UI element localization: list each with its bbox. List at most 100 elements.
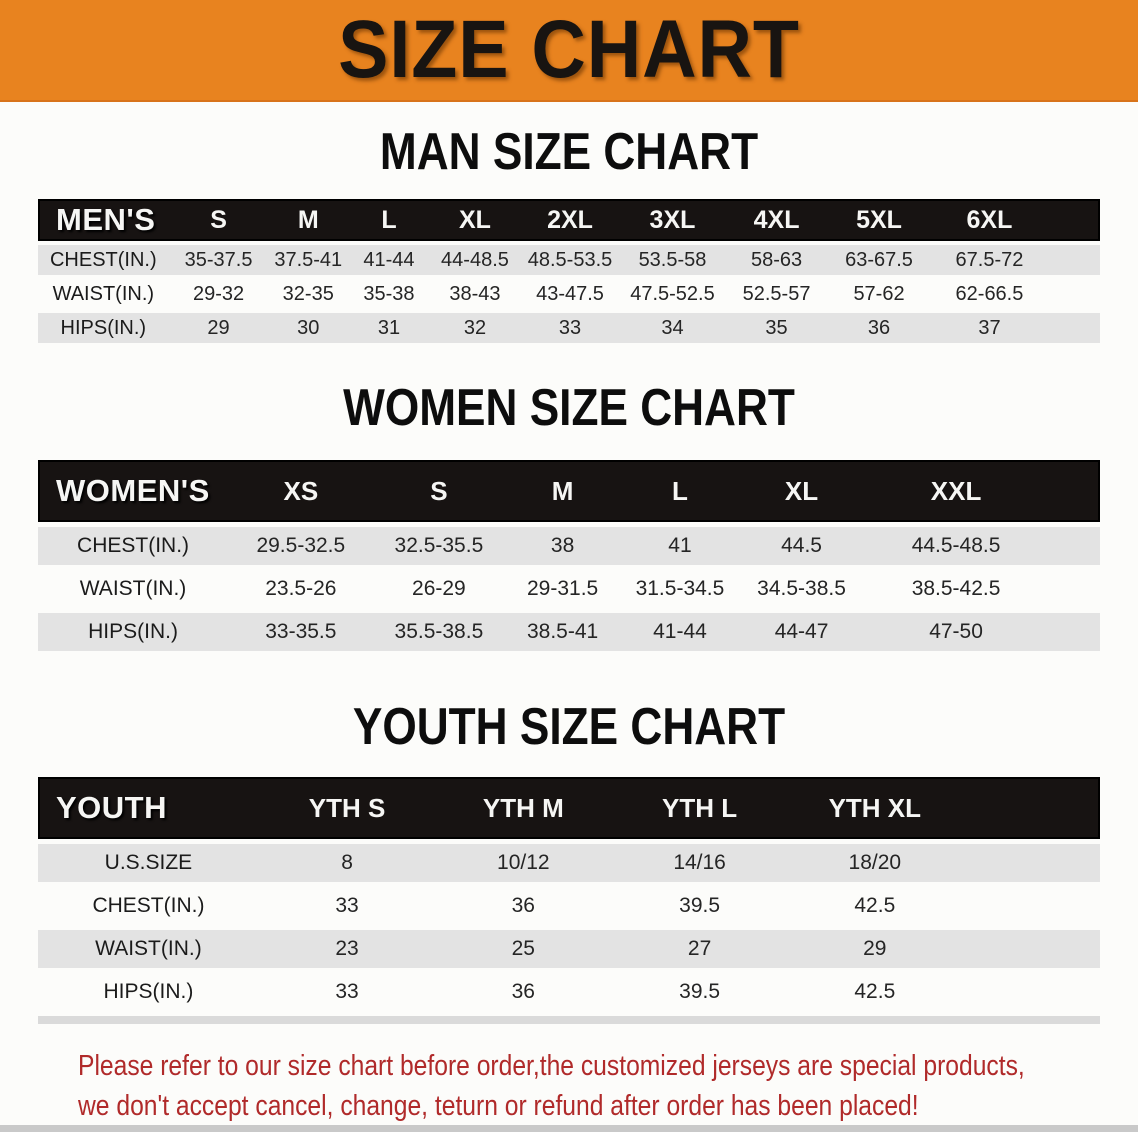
size-value: 44.5-48.5 bbox=[864, 527, 1048, 565]
row-label: WAIST(IN.) bbox=[52, 282, 155, 305]
filler-cell bbox=[1048, 313, 1100, 343]
page-title: SIZE CHART bbox=[338, 4, 800, 95]
filler-cell bbox=[1047, 613, 1100, 651]
filler-cell bbox=[962, 887, 1100, 925]
measurement-row: WAIST(IN.) 23 25 27 29 bbox=[38, 930, 1100, 968]
size-value: 18/20 bbox=[787, 844, 962, 882]
size-value: 27 bbox=[611, 930, 788, 968]
size-value: 33 bbox=[520, 313, 620, 343]
size-column-header: L bbox=[348, 199, 430, 241]
size-value: 35.5-38.5 bbox=[373, 613, 505, 651]
size-value: 47-50 bbox=[864, 613, 1048, 651]
size-column-header: 4XL bbox=[725, 199, 829, 241]
size-value: 14/16 bbox=[611, 844, 788, 882]
size-value: 29-32 bbox=[192, 282, 245, 305]
size-column-header: S bbox=[373, 460, 505, 522]
women-header-row: WOMEN'S XS S M L XL XXL bbox=[38, 460, 1100, 522]
size-column-header: XL bbox=[738, 460, 865, 522]
size-column-header: YTH S bbox=[258, 777, 436, 839]
bottom-strip bbox=[0, 1125, 1138, 1132]
filler-cell bbox=[1048, 245, 1100, 275]
youth-section-heading: YOUTH SIZE CHART bbox=[352, 698, 786, 756]
size-value: 44-48.5 bbox=[429, 245, 521, 275]
size-value: 25 bbox=[435, 930, 612, 968]
size-value: 52.5-57 bbox=[742, 282, 811, 305]
size-value: 29.5-32.5 bbox=[228, 527, 374, 565]
size-value: 35-38 bbox=[363, 282, 415, 305]
size-value: 31 bbox=[348, 313, 430, 343]
men-size-table: MEN'S S M L XL 2XL 3XL 4XL 5XL 6XL CHEST(IN.) 35-3… bbox=[38, 195, 1100, 347]
row-label: WAIST(IN.) bbox=[79, 577, 187, 600]
size-value: 44.5 bbox=[738, 527, 865, 565]
size-value: 47.5-52.5 bbox=[630, 282, 715, 305]
size-value: 34.5-38.5 bbox=[757, 577, 846, 600]
row-label: HIPS(IN.) bbox=[103, 980, 194, 1003]
size-value: 33-35.5 bbox=[228, 613, 374, 651]
size-value: 39.5 bbox=[679, 894, 721, 917]
size-column-header: S bbox=[168, 199, 269, 241]
table-group-label: MEN'S bbox=[38, 199, 169, 241]
size-value: 32-35 bbox=[282, 282, 334, 305]
filler-cell bbox=[1048, 199, 1100, 241]
size-value: 41 bbox=[621, 527, 739, 565]
size-value: 42.5 bbox=[854, 980, 896, 1003]
size-column-header: 2XL bbox=[520, 199, 620, 241]
size-value: 58-63 bbox=[725, 245, 829, 275]
size-value: 63-67.5 bbox=[828, 245, 930, 275]
measurement-row: WAIST(IN.) 29-32 32-35 35-38 38-43 43-47.5 47.… bbox=[38, 279, 1100, 309]
size-value: 67.5-72 bbox=[929, 245, 1049, 275]
measurement-row: CHEST(IN.) 35-37.5 37.5-41 41-44 44-48.5 48.5… bbox=[38, 245, 1100, 275]
filler-cell bbox=[1048, 570, 1100, 608]
filler-cell bbox=[961, 844, 1100, 882]
size-column-header: XL bbox=[429, 199, 521, 241]
size-value: 8 bbox=[258, 844, 436, 882]
size-value: 33 bbox=[335, 894, 359, 917]
size-value: 42.5 bbox=[854, 894, 896, 917]
size-value: 31.5-34.5 bbox=[635, 577, 725, 600]
size-value: 10/12 bbox=[435, 844, 612, 882]
women-section-heading: WOMEN SIZE CHART bbox=[343, 379, 795, 437]
size-value: 39.5 bbox=[679, 980, 721, 1003]
filler-cell bbox=[961, 777, 1100, 839]
table-bottom-strip bbox=[38, 1016, 1100, 1024]
size-value: 26-29 bbox=[412, 577, 466, 600]
row-label: CHEST(IN.) bbox=[92, 894, 205, 917]
size-value: 41-44 bbox=[621, 613, 739, 651]
size-value: 37 bbox=[929, 313, 1049, 343]
size-value: 33 bbox=[335, 980, 359, 1003]
size-column-header: YTH M bbox=[435, 777, 612, 839]
footer-notice: Please refer to our size chart before or… bbox=[38, 1024, 1100, 1126]
size-value: 57-62 bbox=[853, 282, 905, 305]
size-value: 62-66.5 bbox=[955, 282, 1024, 305]
size-column-header: M bbox=[268, 199, 349, 241]
measurement-row: WAIST(IN.) 23.5-26 26-29 29-31.5 31.5-34.5 34… bbox=[38, 570, 1100, 608]
size-value: 44-47 bbox=[738, 613, 865, 651]
size-value: 53.5-58 bbox=[619, 245, 726, 275]
measurement-row: CHEST(IN.) 29.5-32.5 32.5-35.5 38 41 44.5 44.5… bbox=[38, 527, 1100, 565]
size-value: 35-37.5 bbox=[168, 245, 269, 275]
size-column-header: M bbox=[504, 460, 622, 522]
size-value: 23 bbox=[258, 930, 436, 968]
size-value: 36 bbox=[511, 894, 535, 917]
section-youth: YOUTH SIZE CHART YOUTH YTH S YTH M YTH L YTH… bbox=[38, 698, 1100, 1024]
measurement-row: CHEST(IN.) 33 36 39.5 42.5 bbox=[38, 887, 1100, 925]
size-value: 29-31.5 bbox=[526, 577, 599, 600]
section-men: MAN SIZE CHART MEN'S S M L XL 2XL 3XL 4XL 5XL 6XL… bbox=[38, 126, 1100, 347]
row-label: CHEST(IN.) bbox=[38, 527, 229, 565]
section-women: WOMEN SIZE CHART WOMEN'S XS S M L XL XXL CHEST… bbox=[38, 379, 1100, 656]
size-value: 37.5-41 bbox=[268, 245, 349, 275]
filler-cell bbox=[1047, 527, 1100, 565]
table-group-label: YOUTH bbox=[38, 777, 259, 839]
row-label: HIPS(IN.) bbox=[38, 313, 169, 343]
size-column-header: YTH XL bbox=[787, 777, 962, 839]
measurement-row: HIPS(IN.) 29 30 31 32 33 34 35 36 37 bbox=[38, 313, 1100, 343]
size-column-header: YTH L bbox=[611, 777, 788, 839]
size-value: 38.5-42.5 bbox=[911, 577, 1001, 600]
size-value: 38 bbox=[504, 527, 622, 565]
size-value: 41-44 bbox=[348, 245, 430, 275]
size-value: 43-47.5 bbox=[536, 282, 604, 305]
measurement-row: HIPS(IN.) 33-35.5 35.5-38.5 38.5-41 41-44 44-… bbox=[38, 613, 1100, 651]
size-value: 32.5-35.5 bbox=[373, 527, 505, 565]
size-value: 30 bbox=[268, 313, 349, 343]
